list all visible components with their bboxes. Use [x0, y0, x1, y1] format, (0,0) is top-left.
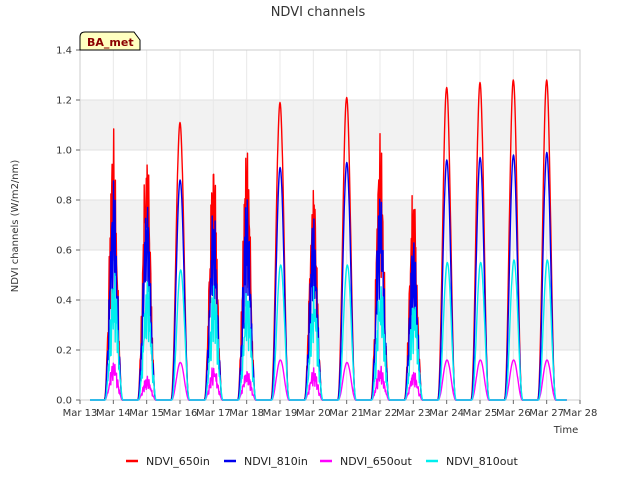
x-tick-label: Mar 19	[263, 408, 298, 419]
ba-met-badge: BA_met	[79, 31, 141, 51]
series-line-ndvi-810out	[90, 259, 567, 401]
badge-shape	[79, 31, 141, 51]
x-axis-title: Time	[553, 425, 578, 436]
chart-title: NDVI channels	[271, 5, 366, 20]
y-tick-label: 1.2	[56, 96, 72, 107]
y-axis-title: NDVI channels (W/m2/nm)	[10, 160, 21, 293]
x-tick-label: Mar 20	[296, 408, 331, 419]
legend-item: NDVI_810out	[426, 455, 518, 468]
x-tick-label: Mar 21	[329, 408, 364, 419]
y-tick-label: 1.0	[56, 146, 72, 157]
legend-label: NDVI_810out	[446, 455, 518, 468]
y-tick-label: 1.4	[56, 46, 72, 57]
y-tick-label: 0.0	[56, 396, 72, 407]
x-tick-label: Mar 13	[63, 408, 98, 419]
x-tick-label: Mar 17	[196, 408, 231, 419]
x-tick-label: Mar 16	[163, 408, 198, 419]
x-tick-label: Mar 14	[96, 408, 131, 419]
x-tick-label: Mar 18	[229, 408, 264, 419]
legend-item: NDVI_650in	[126, 455, 210, 468]
y-tick-label: 0.2	[56, 346, 72, 357]
y-tick-label: 0.8	[56, 196, 72, 207]
x-tick-label: Mar 28	[563, 408, 598, 419]
legend-label: NDVI_650out	[340, 455, 412, 468]
legend: NDVI_650in NDVI_810in NDVI_650out NDVI_810o…	[126, 455, 518, 468]
x-tick-label: Mar 15	[129, 408, 164, 419]
grid-band	[80, 300, 580, 350]
grid-band	[80, 200, 580, 250]
x-tick-label: Mar 22	[363, 408, 398, 419]
grid-band	[80, 100, 580, 150]
legend-item: NDVI_650out	[320, 455, 412, 468]
badge-label: BA_met	[87, 36, 134, 49]
series-layer	[90, 79, 567, 401]
x-tick-label: Mar 27	[529, 408, 564, 419]
x-tick-label: Mar 25	[463, 408, 498, 419]
y-tick-label: 0.4	[56, 296, 72, 307]
y-tick-label: 0.6	[56, 246, 72, 257]
legend-item: NDVI_810in	[224, 455, 308, 468]
x-tick-label: Mar 23	[396, 408, 431, 419]
plot-area	[79, 49, 581, 401]
legend-label: NDVI_650in	[146, 455, 210, 468]
x-tick-label: Mar 24	[429, 408, 464, 419]
x-tick-label: Mar 26	[496, 408, 531, 419]
legend-label: NDVI_810in	[244, 455, 308, 468]
